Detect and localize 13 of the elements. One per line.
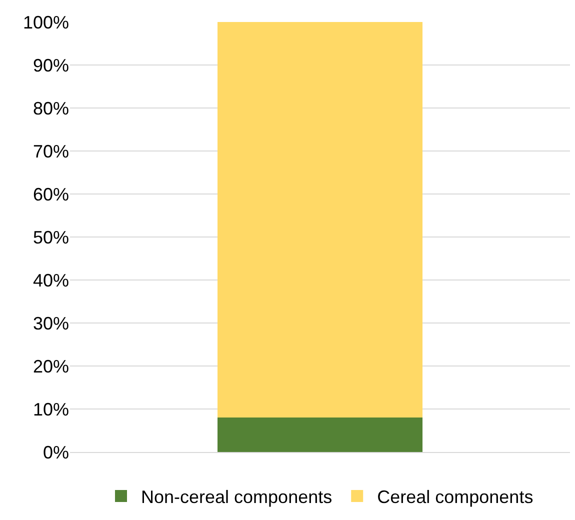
legend-label: Cereal components bbox=[377, 487, 534, 508]
y-tick-label: 40% bbox=[32, 270, 69, 290]
y-tick-label: 70% bbox=[32, 141, 69, 162]
y-tick-label: 20% bbox=[32, 356, 69, 376]
legend-label: Non-cereal components bbox=[141, 487, 332, 508]
y-tick-label: 30% bbox=[32, 313, 69, 334]
y-tick-label: 80% bbox=[32, 98, 69, 118]
y-tick-label: 60% bbox=[32, 184, 69, 204]
y-tick-label: 100% bbox=[22, 12, 69, 32]
y-tick-label: 90% bbox=[32, 55, 69, 76]
y-tick-label: 0% bbox=[42, 442, 69, 462]
y-tick-label: 50% bbox=[32, 227, 69, 248]
y-tick-label: 10% bbox=[32, 399, 69, 420]
